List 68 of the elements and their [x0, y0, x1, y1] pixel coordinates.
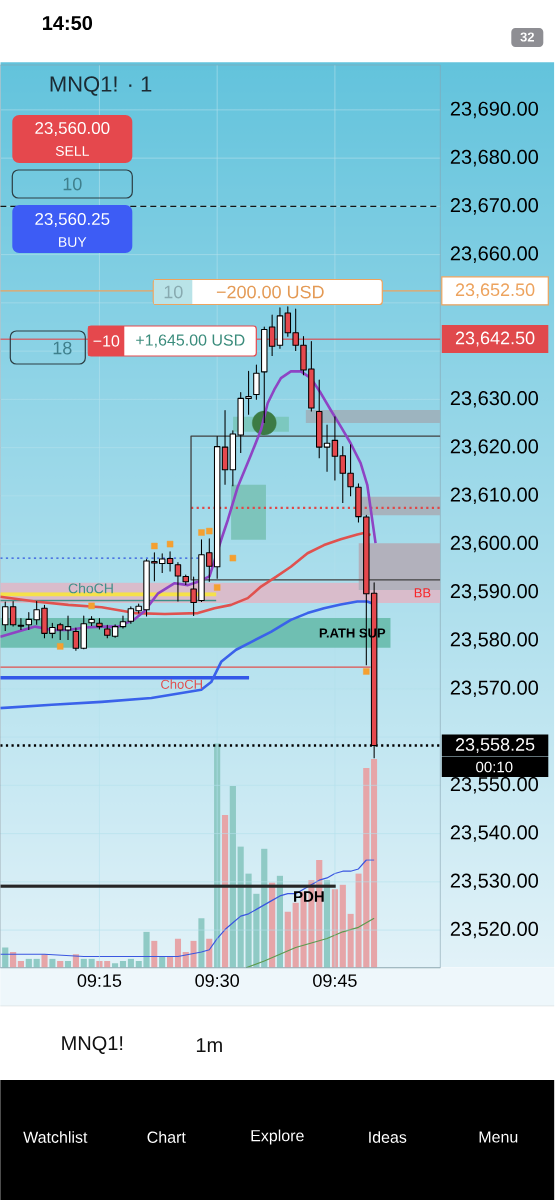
candlestick — [88, 615, 95, 627]
point — [363, 668, 370, 675]
bar — [151, 940, 158, 968]
annotation: 23,560.25 — [35, 212, 110, 228]
y-tick-label: 23,590.00 — [451, 584, 539, 601]
ref-line-label: 23,558.25 — [456, 738, 535, 753]
ref-line-label: 23,652.50 — [456, 283, 535, 299]
bar — [229, 785, 237, 968]
point — [167, 540, 174, 548]
point — [151, 542, 158, 550]
series-label: PDH — [294, 891, 324, 902]
x-tick-label: 09:30 — [195, 974, 240, 987]
text: 00:10 — [476, 761, 513, 773]
text: Watchlist — [23, 1131, 88, 1143]
y-tick-label: 23,670.00 — [451, 198, 539, 215]
y-tick-label: 23,550.00 — [451, 777, 539, 794]
bar — [198, 918, 205, 968]
point — [229, 554, 237, 562]
annotation: −10 — [93, 335, 120, 347]
y-tick-label: 23,690.00 — [451, 101, 539, 119]
candlestick — [119, 615, 127, 630]
annotation: 10 — [164, 285, 183, 299]
point — [88, 602, 95, 610]
text: Ideas — [369, 1131, 407, 1143]
point — [198, 529, 205, 536]
bar — [292, 902, 299, 968]
point — [57, 643, 64, 650]
band-label: BB — [415, 588, 431, 598]
text: 1m — [197, 1038, 223, 1052]
text: Explore — [251, 1129, 304, 1145]
y-tick-label: 23,580.00 — [451, 632, 539, 649]
annotation: −200.00 USD — [217, 285, 324, 299]
y-tick-label: 23,630.00 — [451, 391, 539, 408]
series-label: ChoCH — [161, 679, 203, 689]
candlestick — [96, 617, 103, 631]
annotation: 18 — [53, 341, 72, 355]
annotation: 10 — [63, 177, 82, 191]
point — [214, 584, 221, 591]
y-tick-label: 23,680.00 — [451, 149, 539, 167]
y-tick-label: 23,610.00 — [451, 487, 539, 505]
y-tick-label: 23,570.00 — [451, 680, 539, 698]
candlestick — [253, 364, 260, 401]
x-tick-label: 09:45 — [313, 974, 357, 987]
ref-line-label: 23,642.50 — [456, 331, 535, 347]
x-tick-label: 09:15 — [77, 974, 122, 987]
text: Menu — [479, 1131, 518, 1143]
chart-title: MNQ1! · 1 — [50, 76, 152, 96]
y-tick-label: 23,660.00 — [451, 246, 539, 263]
bar — [339, 884, 347, 968]
bar — [222, 815, 229, 968]
text: MNQ1! — [62, 1036, 123, 1054]
candlestick — [17, 617, 25, 631]
text: 14:50 — [43, 15, 93, 31]
y-tick-label: 23,620.00 — [451, 439, 539, 456]
annotation: +1,645.00 USD — [136, 334, 245, 348]
text: Chart — [147, 1131, 186, 1143]
annotation: BUY — [59, 237, 87, 247]
series-label: ChoCH — [68, 583, 113, 594]
y-tick-label: 23,530.00 — [451, 873, 539, 891]
text: 32 — [520, 32, 535, 42]
y-tick-label: 23,520.00 — [451, 921, 539, 939]
bar — [371, 759, 378, 968]
point — [206, 527, 213, 535]
y-tick-label: 23,600.00 — [451, 535, 539, 553]
bar — [347, 913, 354, 968]
annotation: 23,560.00 — [35, 121, 110, 137]
y-tick-label: 23,540.00 — [451, 825, 539, 842]
annotation: SELL — [56, 146, 90, 156]
